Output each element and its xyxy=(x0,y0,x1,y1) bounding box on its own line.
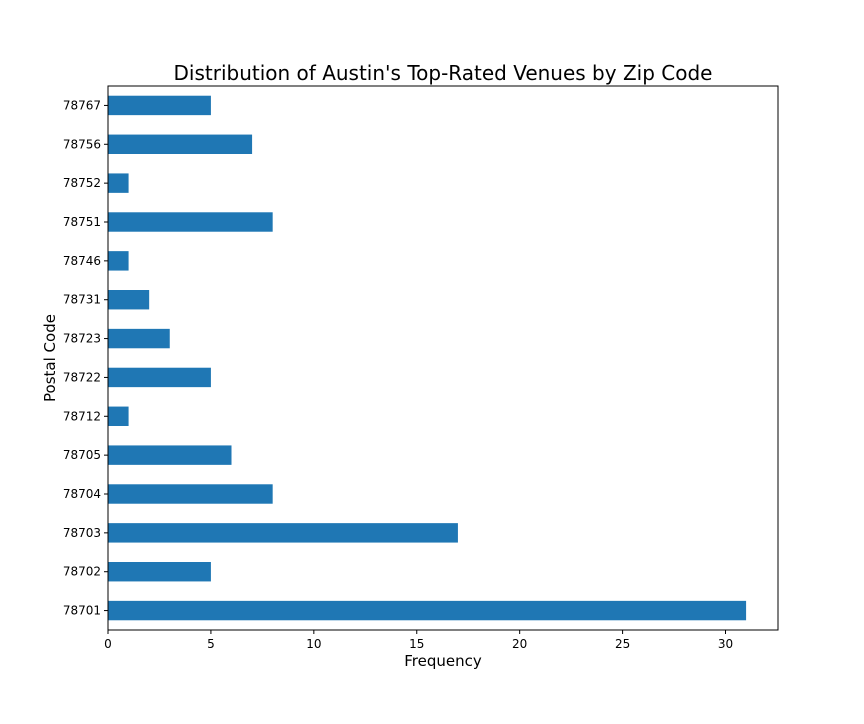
bar-78705 xyxy=(108,445,232,465)
y-tick-label: 78723 xyxy=(63,332,101,346)
bar-78746 xyxy=(108,251,129,271)
chart-title: Distribution of Austin's Top-Rated Venue… xyxy=(174,61,713,85)
y-tick-label: 78701 xyxy=(63,604,101,618)
y-tick-label: 78703 xyxy=(63,526,101,540)
y-tick-label: 78704 xyxy=(63,487,101,501)
x-tick-label: 15 xyxy=(409,637,424,651)
bar-78702 xyxy=(108,562,211,582)
y-tick-label: 78751 xyxy=(63,215,101,229)
bar-78767 xyxy=(108,95,211,116)
bar-78752 xyxy=(108,173,129,193)
bar-78756 xyxy=(108,134,253,154)
y-tick-label: 78746 xyxy=(63,254,101,268)
x-axis-label: Frequency xyxy=(404,652,482,670)
y-tick-label: 78767 xyxy=(63,98,101,112)
bar-78701 xyxy=(108,600,747,621)
x-tick-label: 25 xyxy=(615,637,630,651)
x-tick-label: 20 xyxy=(512,637,527,651)
plot-area-frame xyxy=(107,85,779,631)
bar-78703 xyxy=(108,523,458,543)
bar-78712 xyxy=(108,406,129,426)
bar-78723 xyxy=(108,328,170,349)
y-tick-label: 78712 xyxy=(63,409,101,423)
x-tick-label: 30 xyxy=(718,637,733,651)
bar-78731 xyxy=(108,290,150,310)
bars-layer xyxy=(108,95,747,621)
y-tick-label: 78702 xyxy=(63,565,101,579)
x-tick-label: 5 xyxy=(207,637,215,651)
y-tick-label: 78722 xyxy=(63,370,101,384)
bar-78704 xyxy=(108,484,273,504)
y-tick-label: 78752 xyxy=(63,176,101,190)
y-axis-label: Postal Code xyxy=(41,314,59,402)
y-tick-label: 78731 xyxy=(63,293,101,307)
y-tick-label: 78756 xyxy=(63,137,101,151)
ticks-layer: 78701 78702 78703 78704 78705 78712 78722 78723… xyxy=(63,98,733,651)
bar-78751 xyxy=(108,212,273,232)
x-tick-label: 0 xyxy=(104,637,112,651)
bar-78722 xyxy=(108,367,211,388)
y-tick-label: 78705 xyxy=(63,448,101,462)
x-tick-label: 10 xyxy=(306,637,321,651)
